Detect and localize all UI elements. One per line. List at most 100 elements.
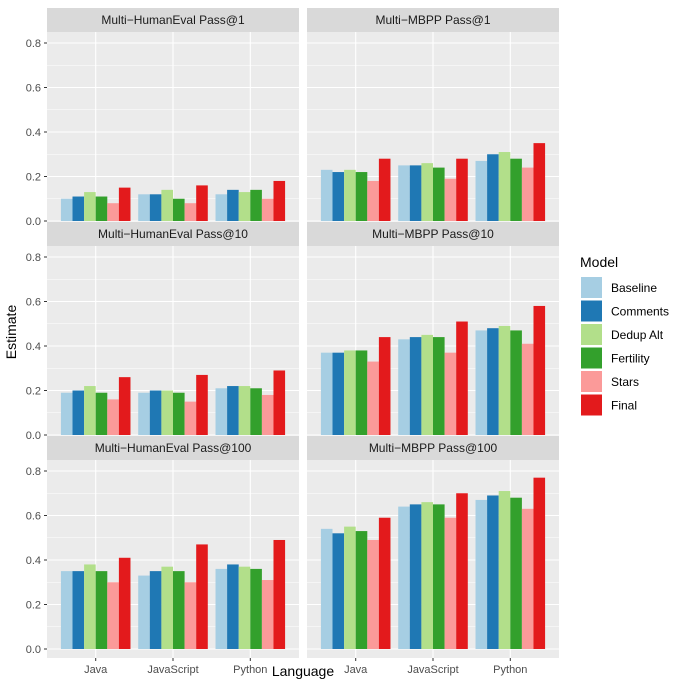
- bar-dedup-alt-javascript: [161, 189, 173, 221]
- bar-final-python: [533, 477, 546, 649]
- bar-dedup-alt-javascript: [421, 334, 433, 435]
- bar-fertility-javascript: [433, 167, 445, 221]
- bar-stars-javascript: [444, 352, 457, 435]
- panel-strip: [47, 222, 299, 246]
- bar-fertility-python: [510, 330, 522, 435]
- bar-fertility-java: [95, 392, 108, 435]
- bar-baseline-javascript: [138, 575, 150, 649]
- bar-baseline-java: [60, 198, 73, 221]
- x-tick-label: JavaScript: [147, 664, 198, 676]
- legend-label: Fertility: [611, 352, 650, 366]
- bar-baseline-java: [60, 392, 73, 435]
- bar-comments-java: [332, 172, 345, 221]
- panel-1: Multi−HumanEval Pass@1 0.0 0.2 0.4 0.6 0.8: [26, 8, 299, 230]
- bar-comments-java: [332, 352, 345, 435]
- y-tick-label: 0.2: [26, 600, 41, 612]
- bar-comments-javascript: [409, 165, 422, 221]
- bar-comments-javascript: [149, 571, 162, 649]
- bar-comments-python: [487, 328, 499, 435]
- legend-label: Final: [611, 399, 637, 413]
- x-tick-label: Java: [344, 664, 368, 676]
- y-tick-label: 0.6: [26, 83, 41, 95]
- legend-key-comments: [581, 300, 602, 322]
- panel-title: Multi−MBPP Pass@10: [372, 227, 494, 241]
- bar-fertility-python: [250, 568, 262, 649]
- bar-comments-python: [227, 386, 239, 435]
- panel-title: Multi−HumanEval Pass@100: [95, 441, 252, 455]
- bar-stars-java: [367, 180, 379, 221]
- bar-stars-java: [367, 361, 379, 435]
- bar-dedup-alt-javascript: [161, 390, 173, 435]
- y-tick-label: 0.0: [26, 644, 41, 656]
- bar-dedup-alt-java: [84, 386, 96, 435]
- panel-strip: [47, 436, 299, 460]
- bar-dedup-alt-python: [498, 325, 511, 435]
- bar-dedup-alt-python: [498, 152, 511, 221]
- bar-final-javascript: [456, 321, 468, 435]
- bar-fertility-javascript: [433, 337, 445, 435]
- legend-label: Comments: [611, 305, 669, 319]
- bar-fertility-javascript: [173, 198, 185, 221]
- bar-baseline-java: [320, 169, 333, 221]
- bar-stars-java: [107, 203, 119, 221]
- panel-5: Multi−HumanEval Pass@100 0.0 0.2 0.4 0.6 0.8 J…: [26, 436, 299, 676]
- x-tick-label: Python: [493, 664, 527, 676]
- bar-baseline-java: [320, 528, 333, 649]
- bar-baseline-python: [475, 499, 488, 649]
- legend-label: Baseline: [611, 281, 657, 295]
- bar-comments-javascript: [149, 390, 162, 435]
- bar-final-java: [378, 158, 391, 221]
- y-tick-label: 0.4: [26, 341, 41, 353]
- y-axis-title: Estimate: [3, 305, 19, 360]
- bar-dedup-alt-java: [344, 350, 356, 435]
- bar-dedup-alt-java: [84, 564, 96, 649]
- bar-comments-javascript: [409, 504, 422, 649]
- bar-comments-javascript: [409, 337, 422, 435]
- bar-stars-java: [367, 539, 379, 649]
- bar-fertility-java: [95, 571, 108, 649]
- bar-dedup-alt-python: [238, 192, 251, 221]
- bar-comments-java: [72, 196, 85, 221]
- legend-key-dedup-alt: [581, 324, 602, 345]
- y-tick-label: 0.8: [26, 38, 41, 50]
- x-axis-title: Language: [272, 663, 335, 679]
- panel-title: Multi−HumanEval Pass@1: [101, 13, 245, 27]
- bar-fertility-java: [355, 172, 368, 221]
- panels-layer: Multi−HumanEval Pass@1 0.0 0.2 0.4 0.6 0.8 Mul…: [26, 8, 559, 676]
- bar-fertility-java: [355, 531, 368, 649]
- legend-label: Dedup Alt: [611, 328, 664, 342]
- bar-baseline-javascript: [398, 165, 410, 221]
- legend-key-stars: [581, 371, 602, 392]
- panel-title: Multi−MBPP Pass@100: [369, 441, 498, 455]
- legend-title: Model: [580, 254, 618, 270]
- legend-key-baseline: [581, 277, 602, 298]
- y-tick-label: 0.6: [26, 511, 41, 523]
- panel-strip: [307, 222, 559, 246]
- bar-final-python: [533, 305, 546, 435]
- bar-stars-javascript: [184, 401, 197, 435]
- bar-dedup-alt-javascript: [161, 566, 173, 649]
- panel-6: Multi−MBPP Pass@100 Java JavaScript Python: [307, 436, 559, 676]
- bar-dedup-alt-java: [344, 169, 356, 221]
- bar-comments-java: [72, 571, 85, 649]
- bar-final-python: [273, 180, 286, 221]
- bar-stars-javascript: [444, 178, 457, 221]
- bar-baseline-javascript: [398, 339, 410, 435]
- bar-stars-python: [261, 198, 274, 221]
- bar-comments-javascript: [149, 194, 162, 221]
- y-tick-label: 0.4: [26, 555, 41, 567]
- x-tick-label: Python: [233, 664, 267, 676]
- bar-final-java: [118, 187, 131, 221]
- bar-baseline-java: [320, 352, 333, 435]
- bar-final-javascript: [196, 544, 208, 649]
- bar-comments-java: [332, 533, 345, 649]
- panel-title: Multi−HumanEval Pass@10: [98, 227, 248, 241]
- bar-baseline-python: [475, 160, 488, 221]
- y-tick-label: 0.6: [26, 297, 41, 309]
- y-tick-label: 0.0: [26, 430, 41, 442]
- legend-key-final: [581, 394, 602, 416]
- bar-stars-python: [521, 167, 534, 221]
- bar-final-java: [378, 337, 391, 435]
- legend-key-fertility: [581, 347, 602, 369]
- bar-stars-javascript: [184, 582, 197, 649]
